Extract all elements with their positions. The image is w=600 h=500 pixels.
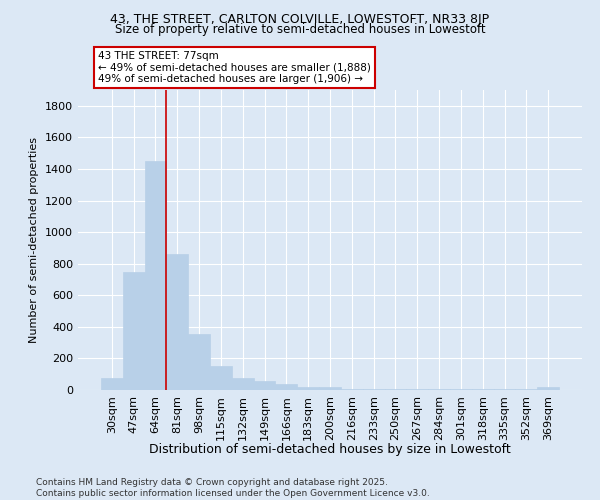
Bar [275, 384, 297, 390]
Bar [297, 387, 319, 390]
Bar [515, 389, 537, 390]
Bar [188, 334, 210, 390]
Text: 43 THE STREET: 77sqm
← 49% of semi-detached houses are smaller (1,888)
49% of se: 43 THE STREET: 77sqm ← 49% of semi-detac… [98, 51, 371, 84]
Bar [210, 366, 232, 390]
Bar [363, 389, 385, 390]
Text: 43, THE STREET, CARLTON COLVILLE, LOWESTOFT, NR33 8JP: 43, THE STREET, CARLTON COLVILLE, LOWEST… [110, 12, 490, 26]
Text: Size of property relative to semi-detached houses in Lowestoft: Size of property relative to semi-detach… [115, 22, 485, 36]
Bar [406, 389, 428, 390]
Bar [450, 389, 472, 390]
Bar [537, 388, 559, 390]
Text: Contains HM Land Registry data © Crown copyright and database right 2025.
Contai: Contains HM Land Registry data © Crown c… [36, 478, 430, 498]
Bar [319, 388, 341, 390]
Bar [166, 254, 188, 390]
Bar [123, 272, 145, 390]
Bar [145, 161, 166, 390]
Bar [385, 389, 406, 390]
Bar [494, 389, 515, 390]
Bar [341, 389, 363, 390]
Bar [232, 378, 254, 390]
Bar [101, 378, 123, 390]
Bar [254, 382, 275, 390]
Y-axis label: Number of semi-detached properties: Number of semi-detached properties [29, 137, 40, 343]
Text: Distribution of semi-detached houses by size in Lowestoft: Distribution of semi-detached houses by … [149, 442, 511, 456]
Bar [472, 389, 494, 390]
Bar [428, 389, 450, 390]
